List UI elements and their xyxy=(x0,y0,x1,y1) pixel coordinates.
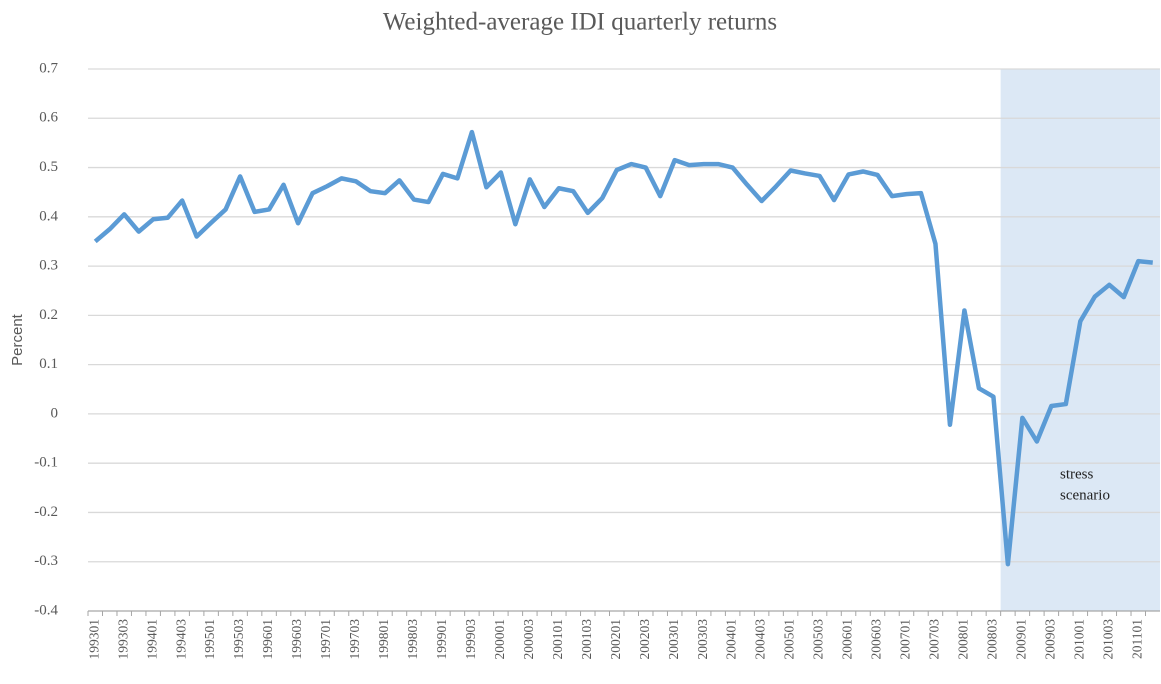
highlight-label: scenario xyxy=(1060,487,1110,503)
x-tick-label: 199801 xyxy=(376,619,391,660)
x-tick-label: 200303 xyxy=(695,619,710,660)
y-tick-label: 0.5 xyxy=(39,159,58,175)
x-tick-label: 199403 xyxy=(173,619,188,660)
chart-title: Weighted-average IDI quarterly returns xyxy=(383,9,777,36)
x-tick-label: 200503 xyxy=(811,619,826,660)
y-tick-label: -0.1 xyxy=(34,455,58,471)
line-series xyxy=(93,129,1153,567)
x-tick-label: 200501 xyxy=(782,619,797,660)
x-tick-label: 200601 xyxy=(840,619,855,660)
x-tick-label: 199901 xyxy=(434,619,449,660)
x-tick-label: 200603 xyxy=(869,619,884,660)
x-tick-label: 199301 xyxy=(86,619,101,660)
x-tick-label: 200901 xyxy=(1013,619,1028,660)
y-tick-label: 0.4 xyxy=(39,208,58,224)
x-tick-label: 200001 xyxy=(492,619,507,660)
y-tick-label: 0.6 xyxy=(39,110,58,126)
y-tick-label: 0 xyxy=(51,405,59,421)
x-tick-label: 199803 xyxy=(405,619,420,660)
x-tick-label: 199903 xyxy=(463,619,478,660)
x-tick-label: 200801 xyxy=(956,619,971,660)
x-tick-label: 200203 xyxy=(637,619,652,660)
x-tick-label: 200103 xyxy=(579,619,594,660)
x-tick-label: 199401 xyxy=(144,619,159,660)
highlight-label: stress xyxy=(1060,466,1093,482)
x-tick-label: 200701 xyxy=(898,619,913,660)
x-tick-label: 200903 xyxy=(1042,619,1057,660)
y-tick-label: 0.7 xyxy=(39,60,58,76)
x-tick-label: 201001 xyxy=(1071,619,1086,660)
y-tick-label: -0.4 xyxy=(34,602,58,618)
x-tick-label: 200301 xyxy=(666,619,681,660)
x-tick-label: 199303 xyxy=(115,619,130,660)
x-tick-label: 199603 xyxy=(289,619,304,660)
y-axis-label: Percent xyxy=(9,313,26,366)
x-tick-label: 199703 xyxy=(347,619,362,660)
x-tick-label: 200201 xyxy=(608,619,623,660)
x-tick-label: 200401 xyxy=(724,619,739,660)
x-tick-label: 199601 xyxy=(260,619,275,660)
x-tick-label: 199503 xyxy=(231,619,246,660)
y-tick-label: -0.3 xyxy=(34,553,58,569)
x-tick-label: 201101 xyxy=(1129,619,1144,659)
y-tick-label: 0.1 xyxy=(39,356,58,372)
y-tick-label: -0.2 xyxy=(34,504,58,520)
x-tick-label: 200003 xyxy=(521,619,536,660)
x-tick-label: 200101 xyxy=(550,619,565,660)
x-tick-label: 200403 xyxy=(753,619,768,660)
x-tick-label: 199501 xyxy=(202,619,217,660)
y-tick-label: 0.3 xyxy=(39,258,58,274)
highlight-region xyxy=(1000,69,1160,611)
x-tick-label: 199701 xyxy=(318,619,333,660)
x-tick-label: 201003 xyxy=(1100,619,1115,660)
x-tick-label: 200703 xyxy=(927,619,942,660)
x-tick-label: 200803 xyxy=(984,619,999,660)
y-tick-label: 0.2 xyxy=(39,307,58,323)
